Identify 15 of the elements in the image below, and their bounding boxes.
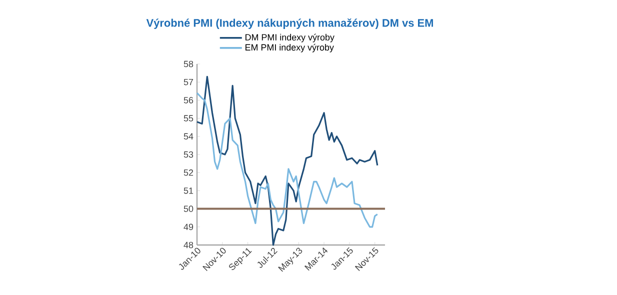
y-tick-label: 48 bbox=[184, 242, 194, 248]
y-tick-label: 53 bbox=[184, 151, 194, 158]
y-tick-label: 55 bbox=[184, 115, 194, 122]
legend-label: DM PMI indexy výroby bbox=[246, 34, 334, 42]
chart-title: Výrobné PMI (Indexy nákupných manažérov) DM vs EM bbox=[146, 18, 433, 29]
legend-label: EM PMI indexy výroby bbox=[246, 44, 334, 52]
y-tick-label: 58 bbox=[184, 60, 194, 68]
y-tick-label: 49 bbox=[184, 224, 194, 230]
y-tick-label: 52 bbox=[184, 169, 194, 176]
y-tick-label: 54 bbox=[184, 133, 194, 140]
y-tick-label: 50 bbox=[184, 206, 194, 212]
y-tick-label: 56 bbox=[184, 97, 194, 104]
line-series bbox=[196, 92, 378, 228]
y-tick-label: 57 bbox=[184, 78, 194, 86]
y-tick-label: 51 bbox=[184, 188, 194, 194]
